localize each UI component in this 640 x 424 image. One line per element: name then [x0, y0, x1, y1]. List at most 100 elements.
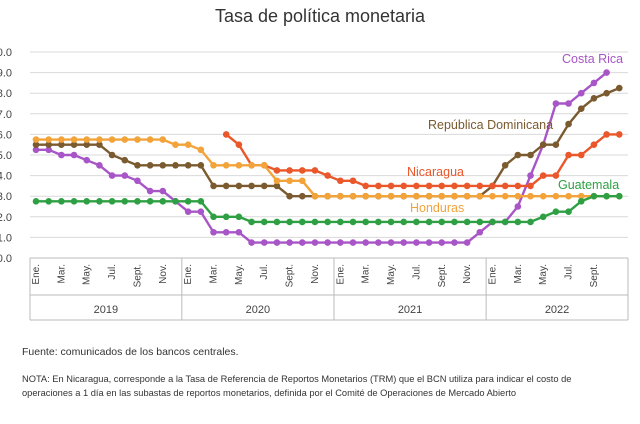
data-point: [451, 218, 458, 226]
data-point: [172, 198, 179, 205]
data-point: [349, 239, 357, 246]
x-tick-label: Jul.: [259, 264, 270, 280]
data-point: [32, 146, 40, 154]
data-point: [70, 198, 78, 205]
data-point: [615, 84, 623, 92]
x-tick-label: May.: [82, 264, 93, 285]
data-point: [375, 192, 382, 200]
data-point: [577, 89, 585, 97]
y-axis: 0.0 1.0 2.0 3.0 4.0 5.0 6.0 7.0 8.0 9.0 10.0: [0, 47, 12, 265]
data-point: [552, 100, 560, 107]
data-point: [273, 218, 281, 226]
data-point: [362, 218, 369, 226]
data-point: [146, 187, 154, 195]
data-point: [96, 198, 103, 205]
data-point: [248, 239, 255, 246]
data-point: [425, 192, 433, 200]
data-point: [134, 198, 141, 205]
data-point: [235, 182, 243, 190]
data-point: [108, 172, 116, 179]
data-point: [527, 151, 534, 159]
data-point: [565, 151, 572, 159]
data-point: [70, 136, 78, 143]
year-label: 2021: [398, 304, 422, 316]
series-label: Guatemala: [558, 178, 619, 192]
data-point: [349, 192, 357, 200]
data-point: [413, 218, 420, 226]
data-point: [134, 162, 141, 169]
data-point: [527, 172, 534, 179]
data-point: [311, 218, 319, 226]
data-point: [108, 151, 116, 159]
data-point: [45, 136, 52, 143]
data-point: [197, 146, 205, 154]
data-point: [70, 141, 78, 148]
data-point: [222, 228, 230, 236]
data-point: [121, 172, 129, 179]
y-tick-label: 4.0: [0, 171, 12, 183]
series-nicaragua: [222, 131, 623, 190]
data-point: [425, 218, 433, 226]
data-point: [172, 141, 179, 148]
x-tick-label: Mar.: [513, 264, 524, 283]
data-point: [476, 192, 484, 200]
data-point: [362, 192, 369, 200]
data-point: [577, 192, 585, 200]
data-point: [476, 228, 484, 236]
data-point: [108, 198, 116, 205]
data-point: [260, 239, 268, 246]
data-point: [514, 182, 522, 190]
data-point: [210, 213, 217, 221]
data-point: [298, 218, 306, 226]
data-point: [58, 198, 65, 205]
footnote: NOTA: En Nicaragua, corresponde a la Tas…: [22, 374, 572, 398]
data-point: [615, 131, 623, 138]
data-point: [311, 192, 319, 200]
data-point: [172, 162, 179, 169]
data-point: [286, 192, 293, 200]
data-point: [577, 151, 585, 159]
data-point: [451, 182, 458, 190]
series-guatemala: [32, 192, 623, 226]
data-point: [514, 218, 522, 226]
data-point: [539, 172, 547, 179]
x-tick-label: May.: [386, 264, 397, 285]
data-point: [286, 167, 293, 174]
data-point: [260, 182, 268, 190]
data-point: [489, 192, 496, 200]
data-point: [159, 136, 167, 143]
data-point: [58, 141, 65, 148]
x-tick-label: Jul.: [411, 264, 422, 280]
data-point: [590, 192, 598, 200]
data-point: [501, 218, 509, 226]
data-point: [324, 192, 331, 200]
data-point: [590, 141, 598, 148]
data-point: [463, 182, 471, 190]
data-point: [184, 141, 192, 148]
data-point: [552, 192, 560, 200]
data-point: [324, 218, 331, 226]
x-tick-label: Sept.: [437, 264, 448, 287]
data-point: [514, 151, 522, 159]
data-point: [603, 192, 610, 200]
y-tick-label: 10.0: [0, 47, 12, 59]
data-point: [45, 146, 52, 154]
data-point: [197, 198, 205, 205]
data-point: [222, 162, 230, 169]
data-point: [286, 239, 293, 246]
series-group: [32, 69, 623, 246]
series-label: Costa Rica: [562, 52, 623, 66]
data-point: [298, 192, 306, 200]
data-point: [146, 162, 154, 169]
data-point: [184, 198, 192, 205]
data-point: [565, 192, 572, 200]
x-tick-label: Sept.: [132, 264, 143, 287]
data-point: [375, 239, 382, 246]
data-point: [273, 239, 281, 246]
data-point: [273, 167, 281, 174]
data-point: [438, 218, 446, 226]
data-point: [298, 239, 306, 246]
data-point: [539, 192, 547, 200]
data-point: [552, 208, 560, 215]
y-tick-label: 3.0: [0, 191, 12, 203]
